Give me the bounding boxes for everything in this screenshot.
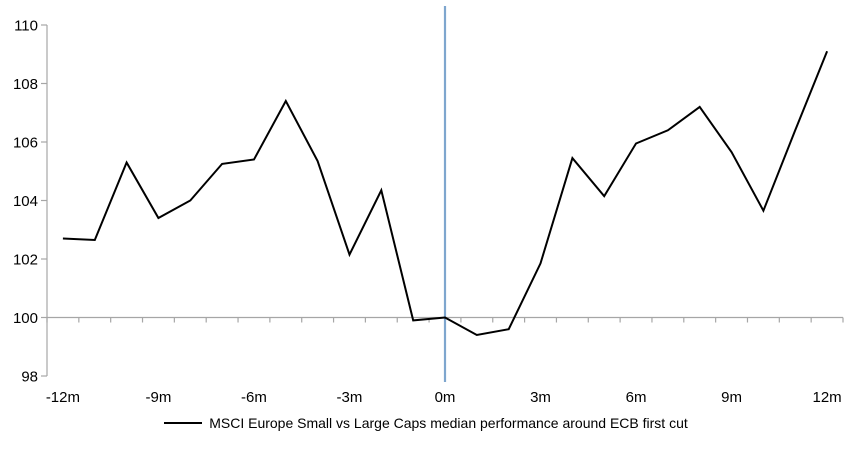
x-axis-tick-label: 0m [435, 389, 456, 406]
y-axis-tick-label: 100 [13, 310, 38, 327]
y-axis-tick-label: 108 [13, 76, 38, 93]
y-axis-tick-label: 106 [13, 135, 38, 152]
x-axis-tick-label: -12m [46, 389, 80, 406]
legend-series-label: MSCI Europe Small vs Large Caps median p… [209, 415, 688, 431]
x-axis-tick-label: 6m [626, 389, 647, 406]
legend-line-sample [164, 422, 203, 424]
x-axis-tick-label: -6m [241, 389, 267, 406]
series-line [62, 50, 829, 337]
x-axis-tick-label: 3m [530, 389, 551, 406]
chart-legend: MSCI Europe Small vs Large Caps median p… [0, 412, 852, 434]
y-axis-tick-label: 98 [21, 369, 38, 386]
y-axis-tick-label: 104 [13, 193, 38, 210]
x-axis-tick-label: 12m [812, 389, 841, 406]
y-axis-tick-label: 110 [14, 18, 38, 35]
x-axis-tick-label: -3m [337, 389, 363, 406]
y-axis-tick-label: 102 [13, 252, 38, 269]
x-axis-tick-label: -9m [146, 389, 172, 406]
x-axis-tick-label: 9m [721, 389, 742, 406]
